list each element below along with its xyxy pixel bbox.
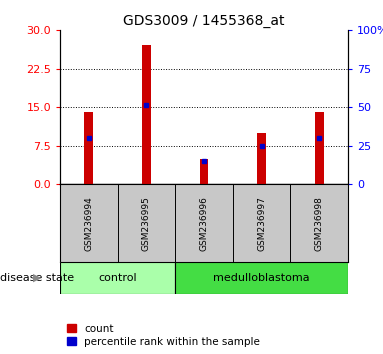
Text: GSM236997: GSM236997	[257, 196, 266, 251]
Bar	[85, 112, 93, 184]
Text: GSM236994: GSM236994	[84, 196, 93, 251]
Legend: count, percentile rank within the sample: count, percentile rank within the sample	[65, 321, 262, 349]
Bar	[257, 133, 266, 184]
Text: medulloblastoma: medulloblastoma	[213, 273, 310, 283]
Title: GDS3009 / 1455368_at: GDS3009 / 1455368_at	[123, 13, 285, 28]
Bar	[315, 112, 324, 184]
Bar	[142, 45, 151, 184]
Text: ▶: ▶	[33, 273, 41, 283]
Text: disease state: disease state	[0, 273, 74, 283]
Text: GSM236995: GSM236995	[142, 196, 151, 251]
Bar	[175, 262, 348, 294]
Bar	[200, 159, 208, 184]
Text: control: control	[98, 273, 137, 283]
Text: GSM236996: GSM236996	[200, 196, 208, 251]
Bar	[60, 262, 175, 294]
Text: GSM236998: GSM236998	[315, 196, 324, 251]
